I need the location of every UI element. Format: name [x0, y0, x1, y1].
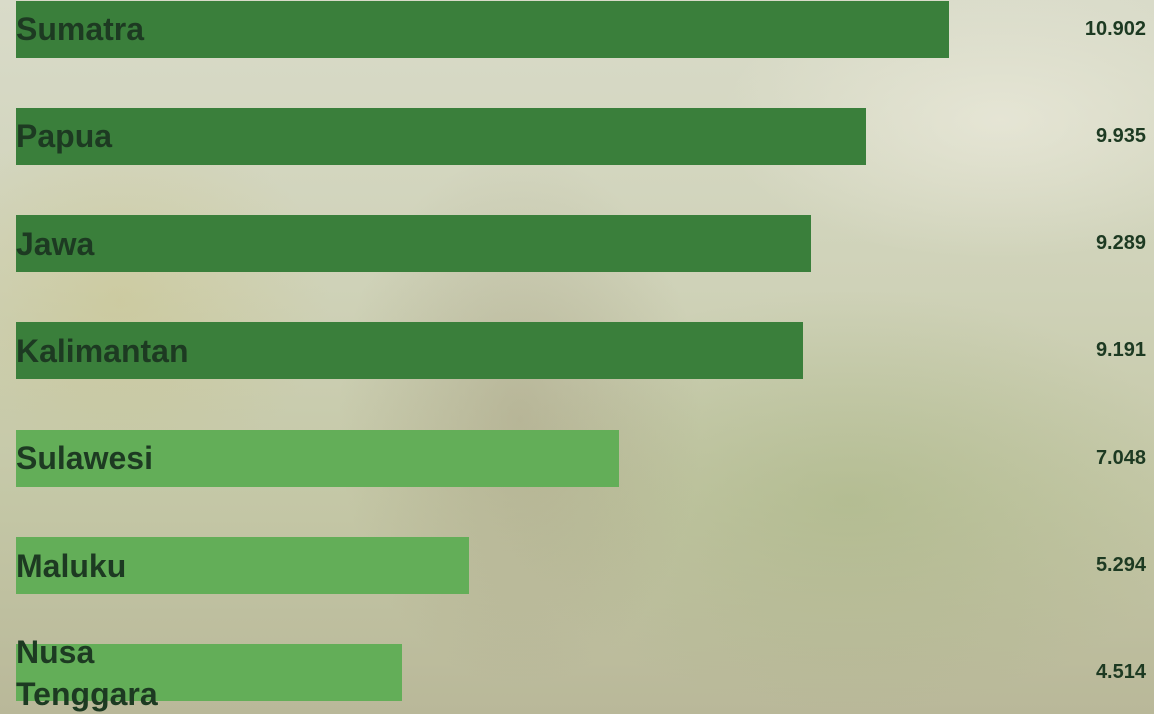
bar	[16, 429, 620, 487]
category-label: Sumatra	[16, 11, 145, 47]
category-label: Maluku	[16, 547, 127, 584]
bar	[16, 322, 803, 380]
category-label: Papua	[16, 118, 113, 155]
category-label: Jawa	[16, 225, 95, 262]
bar	[16, 537, 470, 594]
value-label: 9.289	[1095, 232, 1146, 255]
category-label: Sulawesi	[16, 440, 153, 477]
bar	[16, 644, 403, 702]
bar	[16, 107, 867, 165]
category-label: Kalimantan	[16, 332, 189, 369]
value-label: 7.048	[1095, 446, 1146, 469]
bar	[16, 0, 949, 58]
value-label: 10.902	[1084, 17, 1146, 40]
value-label: 4.514	[1095, 661, 1146, 684]
value-label: 9.191	[1095, 339, 1146, 362]
bar	[16, 215, 811, 273]
value-label: 5.294	[1095, 554, 1146, 576]
category-label: Nusa Tenggara	[16, 633, 158, 712]
value-label: 9.935	[1095, 124, 1146, 147]
